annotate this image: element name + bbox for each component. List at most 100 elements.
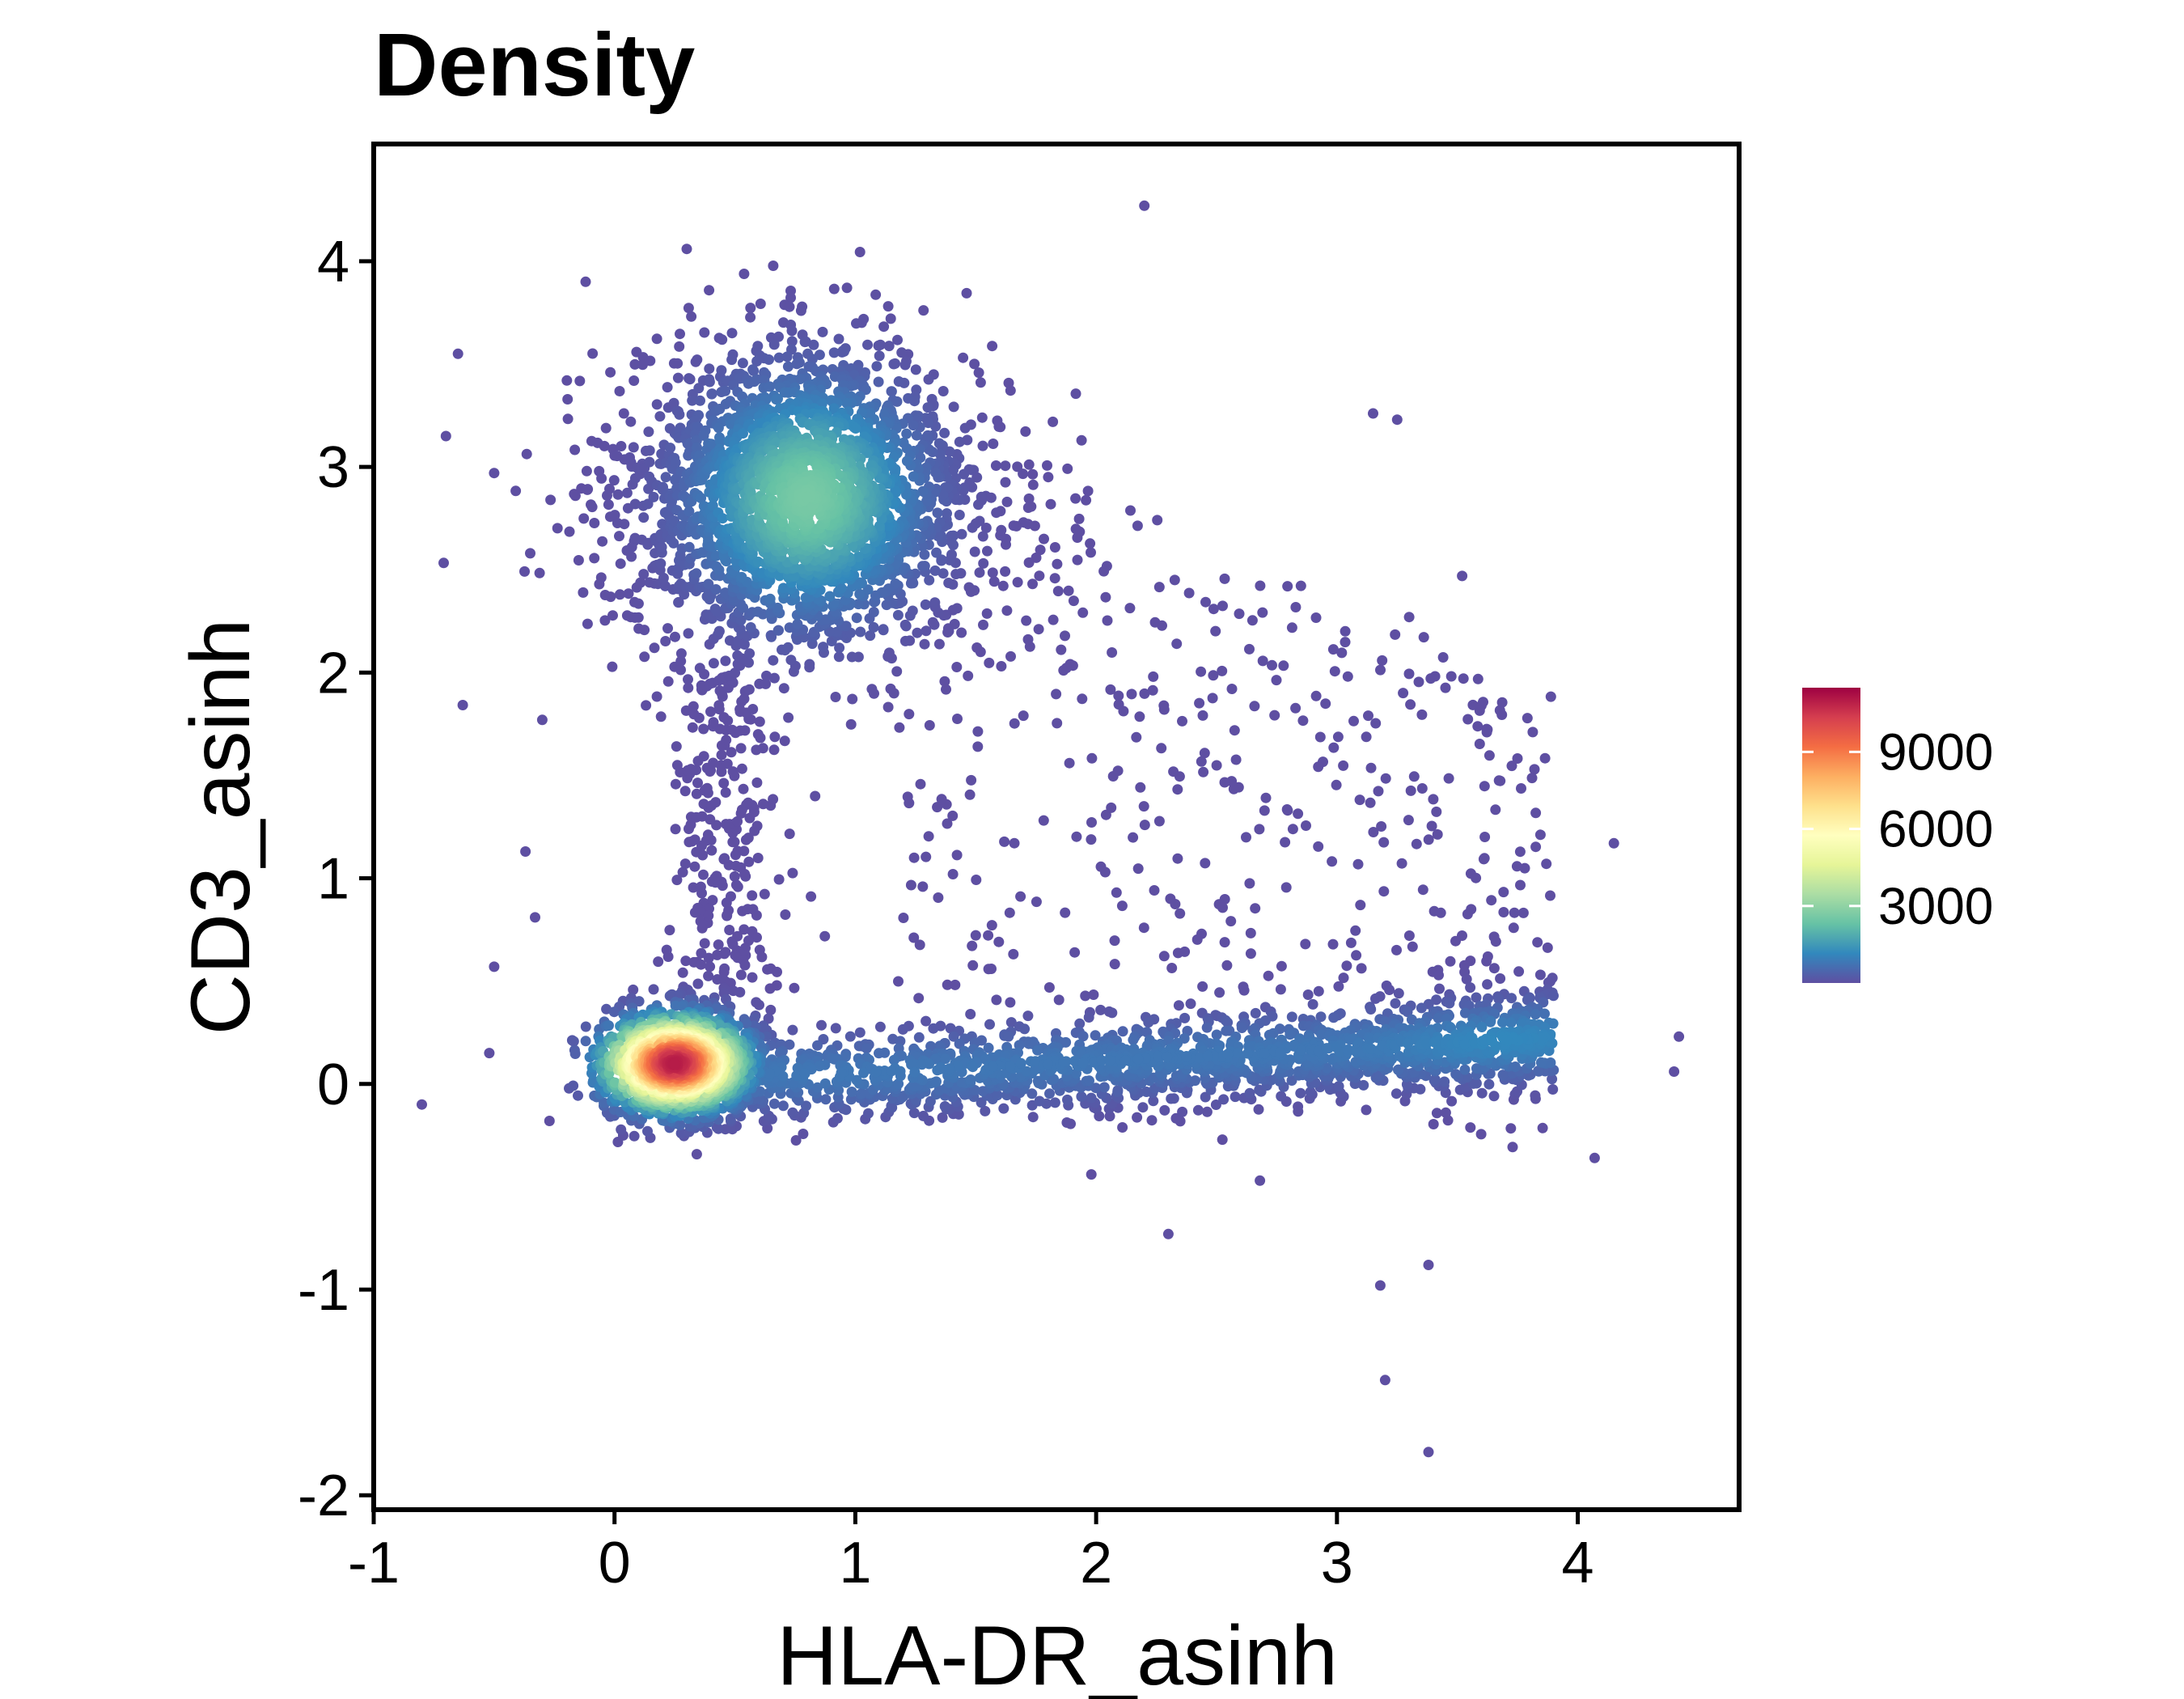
- data-point: [967, 522, 978, 533]
- data-point: [905, 879, 916, 891]
- data-point: [929, 565, 941, 576]
- data-point: [1255, 580, 1266, 591]
- data-point: [748, 365, 760, 376]
- data-point: [909, 1066, 921, 1078]
- data-point: [954, 510, 965, 520]
- data-point: [1185, 998, 1196, 1010]
- data-point: [581, 465, 592, 477]
- data-point: [417, 1099, 427, 1110]
- data-point: [1254, 1084, 1265, 1095]
- data-point: [1365, 1004, 1377, 1015]
- data-point: [927, 616, 938, 628]
- data-point: [597, 536, 608, 547]
- data-point: [1548, 990, 1559, 1002]
- data-point: [1275, 1047, 1286, 1058]
- data-point: [1488, 963, 1500, 974]
- data-point: [1363, 710, 1373, 722]
- data-point: [910, 364, 921, 375]
- data-point: [1056, 644, 1067, 655]
- data-point: [747, 890, 758, 901]
- data-point: [846, 1087, 857, 1097]
- data-point: [1217, 902, 1228, 913]
- data-point: [679, 786, 691, 797]
- data-point: [625, 416, 637, 427]
- data-point: [969, 546, 980, 557]
- data-point: [1244, 878, 1255, 889]
- data-point: [939, 427, 950, 439]
- data-point: [1194, 697, 1205, 709]
- data-point: [745, 311, 756, 323]
- data-point: [743, 833, 754, 844]
- data-point: [782, 361, 794, 372]
- data-point: [1131, 731, 1142, 743]
- data-point: [681, 244, 692, 255]
- data-point: [739, 845, 750, 857]
- data-point: [1139, 688, 1150, 699]
- data-point: [649, 642, 660, 654]
- data-point: [643, 426, 654, 438]
- data-point: [1112, 765, 1124, 777]
- data-point: [699, 938, 710, 949]
- data-point: [1132, 1053, 1144, 1065]
- data-point: [440, 430, 451, 442]
- data-point: [1537, 1122, 1548, 1133]
- data-point: [1072, 532, 1083, 543]
- data-point: [675, 655, 687, 667]
- data-point: [1098, 1082, 1110, 1093]
- data-point: [1490, 804, 1501, 816]
- data-point: [1026, 1088, 1038, 1099]
- data-point: [980, 1105, 991, 1116]
- data-point: [1370, 718, 1382, 729]
- data-point: [525, 548, 535, 559]
- data-point: [1098, 566, 1110, 577]
- data-point: [993, 936, 1005, 947]
- data-point: [898, 913, 909, 923]
- data-point: [1068, 595, 1079, 607]
- data-point: [790, 1135, 802, 1146]
- data-point: [1476, 1087, 1488, 1099]
- data-point: [1058, 1057, 1069, 1068]
- data-point: [1465, 982, 1476, 994]
- data-point: [662, 676, 674, 687]
- data-point: [694, 663, 705, 674]
- data-point: [1275, 984, 1286, 995]
- data-point: [1219, 937, 1230, 948]
- data-point: [1342, 671, 1353, 682]
- data-point: [705, 706, 716, 718]
- data-point: [1043, 982, 1055, 993]
- data-point: [791, 358, 802, 370]
- data-point: [983, 930, 994, 941]
- data-point: [812, 1040, 823, 1051]
- data-point: [847, 693, 858, 705]
- data-point: [582, 484, 594, 495]
- data-point: [1446, 1095, 1458, 1107]
- data-point: [980, 523, 992, 533]
- data-point: [1545, 890, 1555, 901]
- data-point: [688, 701, 699, 712]
- data-point: [660, 472, 671, 483]
- data-point: [1269, 710, 1280, 721]
- data-point: [710, 584, 722, 595]
- data-point: [1049, 1097, 1060, 1108]
- data-point: [1471, 992, 1482, 1003]
- data-point: [1128, 1034, 1139, 1045]
- data-point: [1467, 699, 1479, 710]
- data-point: [918, 305, 929, 316]
- data-point: [1472, 721, 1484, 732]
- data-point: [1148, 1095, 1159, 1107]
- data-point: [1391, 414, 1403, 426]
- data-point: [891, 666, 903, 677]
- data-point: [1038, 815, 1049, 826]
- data-point: [1004, 907, 1015, 918]
- data-point: [1297, 715, 1309, 727]
- data-point: [935, 1063, 946, 1074]
- data-point: [702, 829, 713, 841]
- data-point: [975, 377, 986, 388]
- data-point: [974, 567, 985, 578]
- data-point: [1542, 942, 1553, 953]
- data-point: [952, 1061, 963, 1072]
- data-point: [1286, 622, 1297, 633]
- data-point: [1172, 853, 1183, 864]
- data-point: [1517, 907, 1529, 918]
- data-point: [738, 783, 749, 794]
